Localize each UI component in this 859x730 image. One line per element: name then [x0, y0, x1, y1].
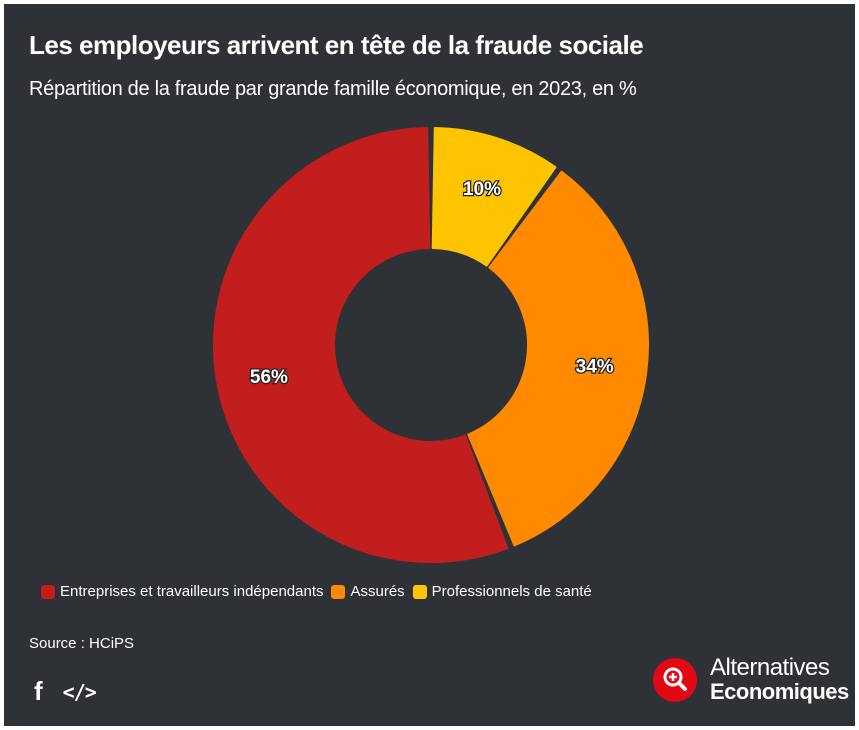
- chart-subtitle: Répartition de la fraude par grande fami…: [29, 78, 637, 100]
- embed-code-icon[interactable]: </>: [62, 679, 97, 704]
- brand-line-2: Economiques: [710, 679, 849, 704]
- chart-legend: Entreprises et travailleurs indépendants…: [41, 583, 600, 600]
- slice-assures[interactable]: [467, 170, 649, 547]
- donut-chart: 10% 34% 56%: [213, 127, 649, 563]
- legend-swatch: [41, 584, 55, 599]
- brand-logo[interactable]: Alternatives Economiques: [652, 656, 849, 704]
- slice-professionnels-de-sante[interactable]: [431, 127, 557, 267]
- chart-card: Les employeurs arrivent en tête de la fr…: [4, 4, 855, 726]
- legend-swatch: [331, 584, 346, 599]
- legend-item-assures[interactable]: Assurés: [331, 583, 405, 600]
- slice-label: 34%: [576, 357, 614, 378]
- brand-wordmark: Alternatives Economiques: [710, 656, 849, 704]
- facebook-icon[interactable]: f: [34, 676, 43, 706]
- slice-label: 10%: [463, 179, 501, 200]
- slice-label: 56%: [250, 367, 288, 388]
- legend-label: Entreprises et travailleurs indépendants: [60, 583, 324, 600]
- legend-item-entreprises[interactable]: Entreprises et travailleurs indépendants: [41, 583, 323, 600]
- slice-entreprises[interactable]: [213, 127, 509, 563]
- source-note: Source : HCiPS: [29, 635, 135, 652]
- share-bar: f </>: [34, 676, 97, 707]
- brand-line-1: Alternatives: [710, 654, 830, 681]
- legend-label: Assurés: [350, 583, 405, 600]
- legend-item-professionnels[interactable]: Professionnels de santé: [412, 583, 592, 600]
- legend-label: Professionnels de santé: [431, 583, 592, 600]
- legend-swatch: [412, 584, 427, 599]
- chart-title: Les employeurs arrivent en tête de la fr…: [29, 30, 644, 60]
- magnifier-plus-icon: [653, 658, 697, 702]
